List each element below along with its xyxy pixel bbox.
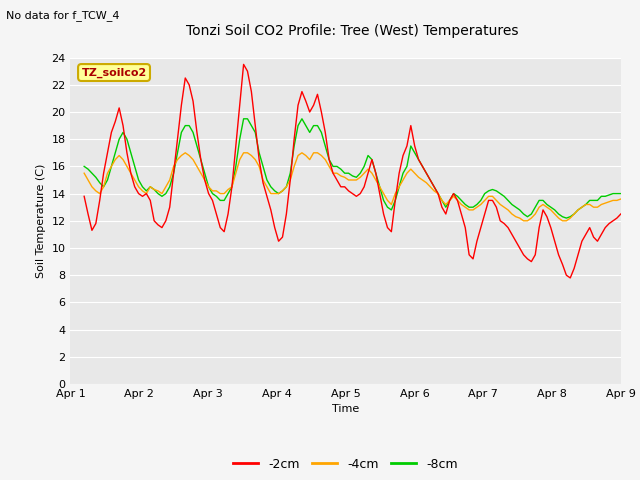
X-axis label: Time: Time — [332, 405, 359, 414]
Text: TZ_soilco2: TZ_soilco2 — [81, 67, 147, 78]
Text: Tonzi Soil CO2 Profile: Tree (West) Temperatures: Tonzi Soil CO2 Profile: Tree (West) Temp… — [186, 24, 518, 38]
Y-axis label: Soil Temperature (C): Soil Temperature (C) — [36, 164, 45, 278]
Legend: -2cm, -4cm, -8cm: -2cm, -4cm, -8cm — [228, 453, 463, 476]
Text: No data for f_TCW_4: No data for f_TCW_4 — [6, 10, 120, 21]
